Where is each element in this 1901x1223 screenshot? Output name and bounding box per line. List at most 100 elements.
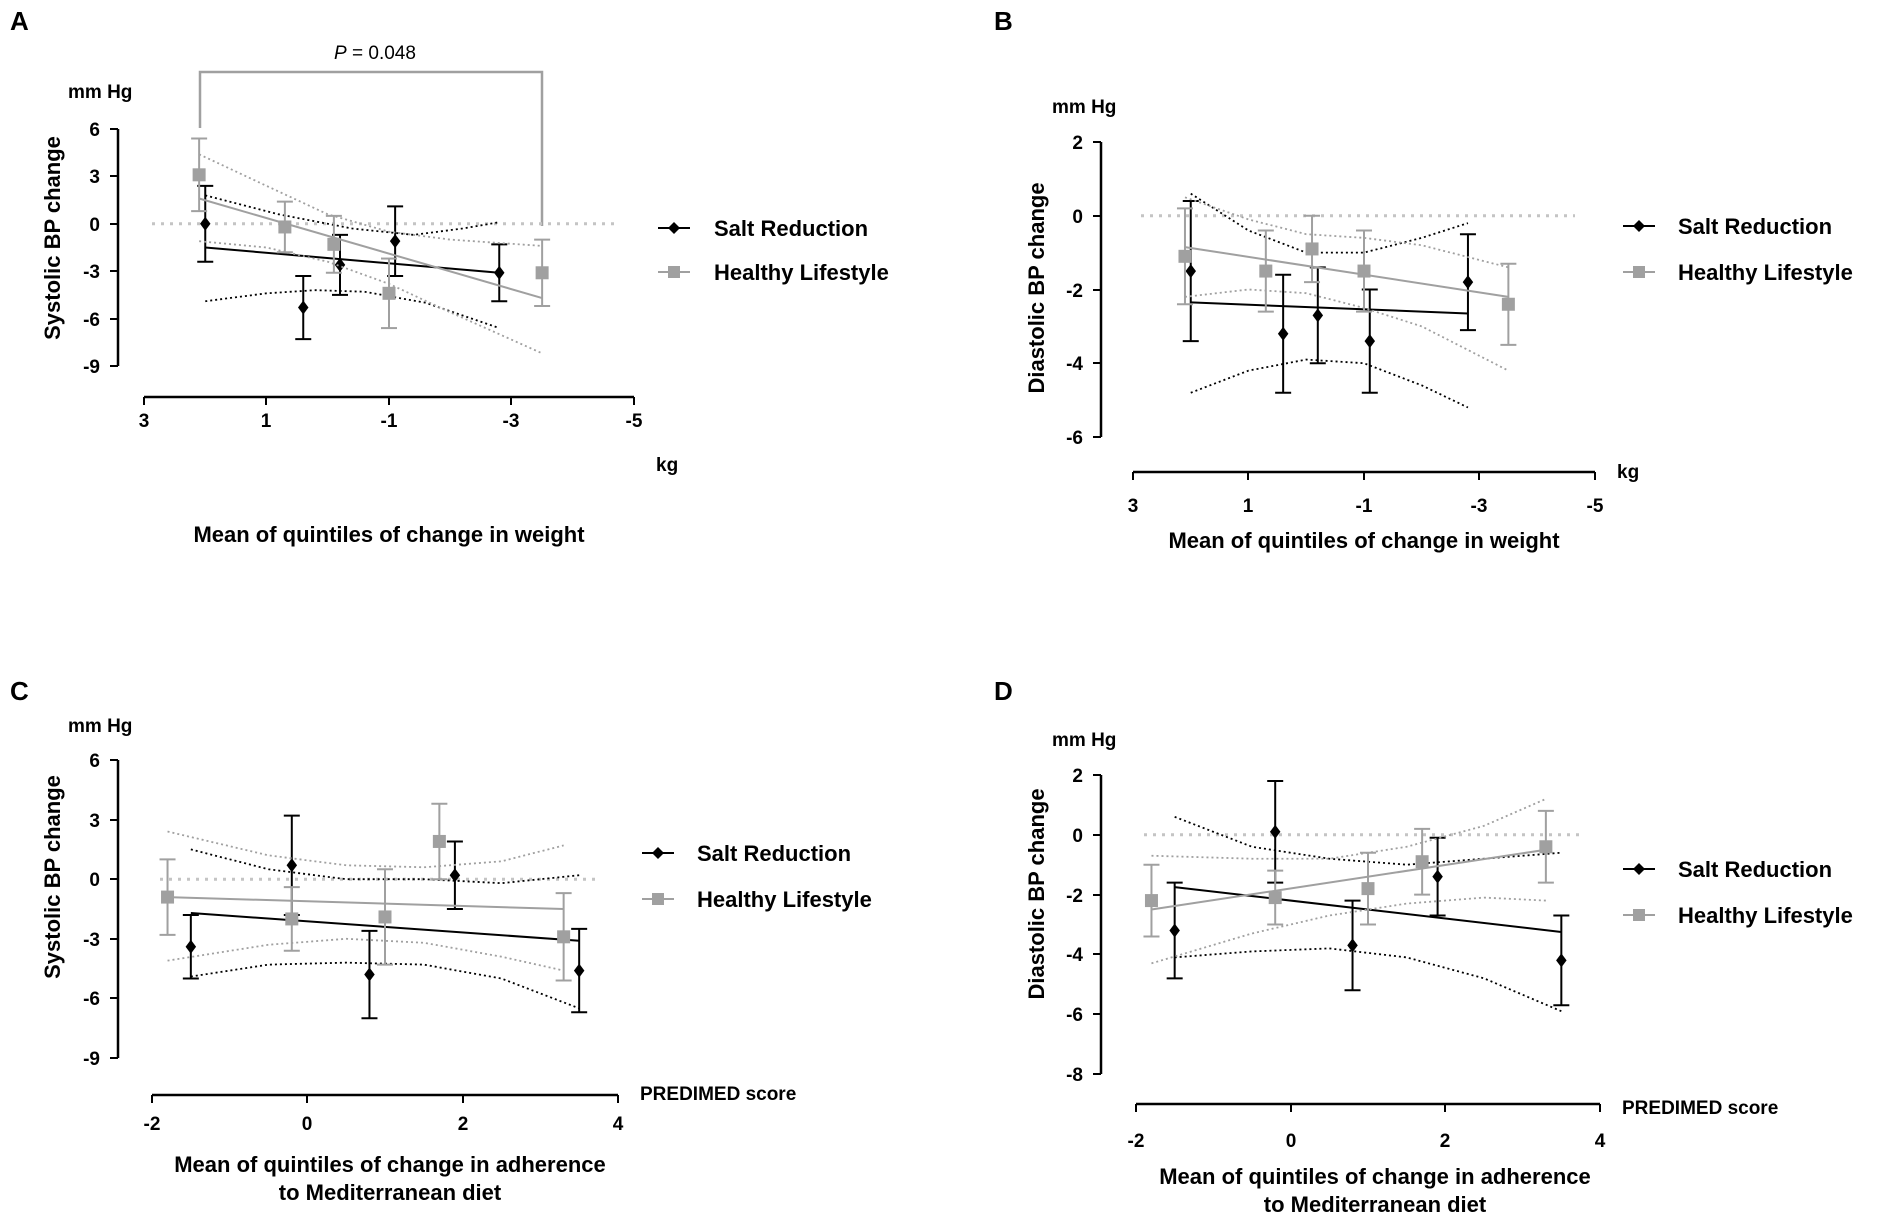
- series-salt-point-diamond: [494, 265, 505, 280]
- series-salt-point-diamond: [1169, 923, 1180, 938]
- panel-b-xlabel: Mean of quintiles of change in weight: [1168, 528, 1560, 553]
- series-healthy-ci-lower: [199, 240, 543, 355]
- panel-d-plot-area: [1143, 779, 1580, 1013]
- series-healthy-point-square: [1415, 855, 1429, 869]
- legend-healthy-label: Healthy Lifestyle: [714, 260, 889, 285]
- panel-d-ytick-label: 2: [1072, 766, 1083, 787]
- series-healthy-point-square: [1259, 264, 1273, 278]
- panel-d: D mm Hg Diastolic BP change 2 0 -2 -4 -6…: [994, 676, 1853, 1217]
- panel-d-unit-label: mm Hg: [1052, 730, 1116, 751]
- series-healthy-ci-lower: [167, 937, 564, 972]
- panel-a-xtick-label: -1: [381, 411, 398, 432]
- series-salt-point-diamond: [200, 216, 211, 231]
- panel-b-y-ticks: 2 0 -2 -4 -6: [1066, 133, 1101, 449]
- panel-b-xtick-label: -5: [1587, 496, 1604, 517]
- series-healthy-ci-lower: [1151, 896, 1546, 965]
- panel-a: A mm Hg Systolic BP change 6 3 0 -3 -6 -…: [10, 6, 889, 547]
- panel-a-p-rest: = 0.048: [347, 43, 416, 64]
- legend-salt-label: Salt Reduction: [1678, 857, 1832, 882]
- panel-a-xtick-label: -3: [503, 411, 520, 432]
- panel-b-x-ticks: 3 1 -1 -3 -5: [1128, 472, 1604, 517]
- panel-a-y-ticks: 6 3 0 -3 -6 -9: [83, 120, 118, 378]
- series-healthy-fit-line: [167, 896, 564, 910]
- series-healthy-point-square: [1144, 894, 1158, 908]
- series-healthy-point-square: [1305, 242, 1319, 256]
- series-salt-ci-lower: [1174, 947, 1562, 1013]
- panel-c-unit-label: mm Hg: [68, 716, 132, 737]
- series-salt-point-diamond: [1347, 938, 1358, 953]
- series-healthy-point-square: [192, 168, 206, 182]
- series-salt-point-diamond: [1312, 308, 1324, 323]
- series-healthy-point-square: [1268, 891, 1282, 905]
- panel-c-letter: C: [10, 676, 29, 706]
- panel-c-plot-area: [159, 802, 598, 1020]
- panel-b-xtick-label: 3: [1128, 496, 1139, 517]
- panel-c-x-ticks: -2 0 2 4: [144, 1095, 624, 1135]
- panel-d-letter: D: [994, 676, 1013, 706]
- panel-a-ytick-label: -9: [83, 357, 100, 378]
- panel-b-legend: Salt Reduction Healthy Lifestyle: [1623, 214, 1853, 285]
- series-healthy-point-square: [1178, 249, 1192, 263]
- panel-a-xlabel: Mean of quintiles of change in weight: [193, 522, 585, 547]
- series-healthy-point-square: [1539, 840, 1553, 854]
- legend-healthy-square-icon: [1633, 909, 1645, 921]
- series-healthy-fit-line: [1184, 246, 1509, 298]
- panel-d-x-ticks: -2 0 2 4: [1128, 1104, 1606, 1152]
- series-salt-point-diamond: [364, 967, 375, 982]
- series-salt-point-diamond: [1556, 953, 1567, 968]
- legend-salt-label: Salt Reduction: [714, 216, 868, 241]
- panel-b-ytick-label: 0: [1072, 207, 1083, 228]
- series-salt-point-diamond: [1364, 334, 1376, 349]
- series-salt-point-diamond: [1269, 824, 1281, 839]
- series-salt-point-diamond: [185, 939, 197, 954]
- panel-b-plot-area: [1141, 192, 1575, 409]
- legend-salt-label: Salt Reduction: [1678, 214, 1832, 239]
- panel-c-ylabel: Systolic BP change: [40, 775, 65, 979]
- series-salt-ci-lower: [205, 289, 500, 329]
- panel-c-xtick-label: 2: [458, 1114, 469, 1135]
- series-salt-point-diamond: [334, 257, 346, 272]
- series-healthy-point-square: [382, 286, 396, 300]
- series-healthy-point-square: [161, 890, 175, 904]
- panel-c-ytick-label: -9: [83, 1049, 100, 1070]
- series-salt-ci-upper: [1190, 192, 1469, 254]
- legend-salt-diamond-icon: [652, 847, 664, 859]
- legend-salt-label: Salt Reduction: [697, 841, 851, 866]
- panel-c-xlabel-line-1: Mean of quintiles of change in adherence: [174, 1152, 606, 1177]
- series-salt-point-diamond: [1277, 326, 1289, 341]
- panel-c-ytick-label: 0: [89, 870, 100, 891]
- panel-a-x-ticks: 3 1 -1 -3 -5: [139, 397, 643, 432]
- series-salt-ci-lower: [190, 961, 580, 1010]
- panel-d-xtick-label: 0: [1286, 1131, 1297, 1152]
- series-healthy-point-square: [378, 910, 392, 924]
- series-healthy-ci-upper: [1184, 196, 1509, 269]
- panel-a-ytick-label: 3: [89, 167, 100, 188]
- legend-salt-diamond-icon: [1633, 220, 1645, 232]
- panel-b-ytick-label: 2: [1072, 133, 1083, 154]
- panel-c-xtick-label: 4: [613, 1114, 624, 1135]
- legend-healthy-label: Healthy Lifestyle: [1678, 260, 1853, 285]
- panel-c-ytick-label: 6: [89, 751, 100, 772]
- series-salt-point-diamond: [1432, 869, 1443, 884]
- series-healthy-point-square: [285, 912, 299, 926]
- legend-healthy-square-icon: [1633, 266, 1645, 278]
- panel-a-letter: A: [10, 6, 29, 36]
- panel-b-xtick-label: -3: [1471, 496, 1488, 517]
- panel-c-ytick-label: 3: [89, 811, 100, 832]
- series-healthy-point-square: [1361, 882, 1375, 896]
- panel-a-plot-area: [152, 137, 614, 355]
- panel-d-xlabel-line-2: to Mediterranean diet: [1264, 1192, 1487, 1217]
- series-salt-ci-lower: [1190, 358, 1469, 409]
- panel-a-x-unit: kg: [656, 455, 678, 476]
- series-salt-fit-line: [1190, 301, 1468, 315]
- legend-healthy-label: Healthy Lifestyle: [1678, 903, 1853, 928]
- panel-a-ylabel: Systolic BP change: [40, 136, 65, 340]
- panel-d-xtick-label: -2: [1128, 1131, 1145, 1152]
- panel-b-ytick-label: -4: [1066, 354, 1083, 375]
- panel-c-ytick-label: -6: [83, 989, 100, 1010]
- panel-a-p-letter: P: [334, 43, 347, 64]
- panel-b-ytick-label: -2: [1066, 281, 1083, 302]
- legend-healthy-label: Healthy Lifestyle: [697, 887, 872, 912]
- panel-c-xtick-label: 0: [302, 1114, 313, 1135]
